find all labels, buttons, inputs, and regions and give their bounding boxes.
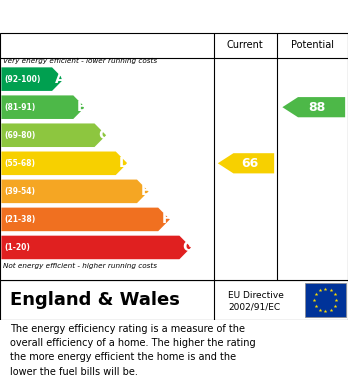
Polygon shape: [1, 179, 149, 203]
Text: Energy Efficiency Rating: Energy Efficiency Rating: [10, 9, 232, 24]
Bar: [304, 283, 346, 317]
Text: C: C: [98, 128, 108, 142]
Text: A: A: [55, 72, 66, 86]
Polygon shape: [1, 95, 85, 119]
Text: 66: 66: [241, 157, 258, 170]
Text: England & Wales: England & Wales: [10, 291, 180, 309]
Polygon shape: [1, 208, 170, 231]
Text: (55-68): (55-68): [4, 159, 35, 168]
Text: (39-54): (39-54): [4, 187, 35, 196]
Text: D: D: [119, 156, 130, 170]
Text: E: E: [141, 184, 150, 198]
Text: The energy efficiency rating is a measure of the
overall efficiency of a home. T: The energy efficiency rating is a measur…: [10, 323, 256, 377]
Text: EU Directive: EU Directive: [228, 291, 284, 300]
Text: (21-38): (21-38): [4, 215, 35, 224]
Text: (1-20): (1-20): [4, 243, 30, 252]
Polygon shape: [1, 67, 64, 91]
Text: 88: 88: [309, 101, 326, 114]
Text: Current: Current: [227, 40, 264, 50]
Polygon shape: [1, 151, 127, 175]
Text: (92-100): (92-100): [4, 75, 41, 84]
Polygon shape: [1, 124, 106, 147]
Polygon shape: [218, 153, 274, 173]
Text: B: B: [77, 100, 87, 114]
Polygon shape: [282, 97, 345, 117]
Text: Potential: Potential: [291, 40, 334, 50]
Text: F: F: [162, 212, 172, 226]
Text: (69-80): (69-80): [4, 131, 35, 140]
Text: Very energy efficient - lower running costs: Very energy efficient - lower running co…: [3, 58, 158, 64]
Text: 2002/91/EC: 2002/91/EC: [228, 303, 280, 312]
Polygon shape: [1, 236, 191, 259]
Text: (81-91): (81-91): [4, 103, 35, 112]
Text: G: G: [182, 240, 194, 255]
Text: Not energy efficient - higher running costs: Not energy efficient - higher running co…: [3, 263, 158, 269]
